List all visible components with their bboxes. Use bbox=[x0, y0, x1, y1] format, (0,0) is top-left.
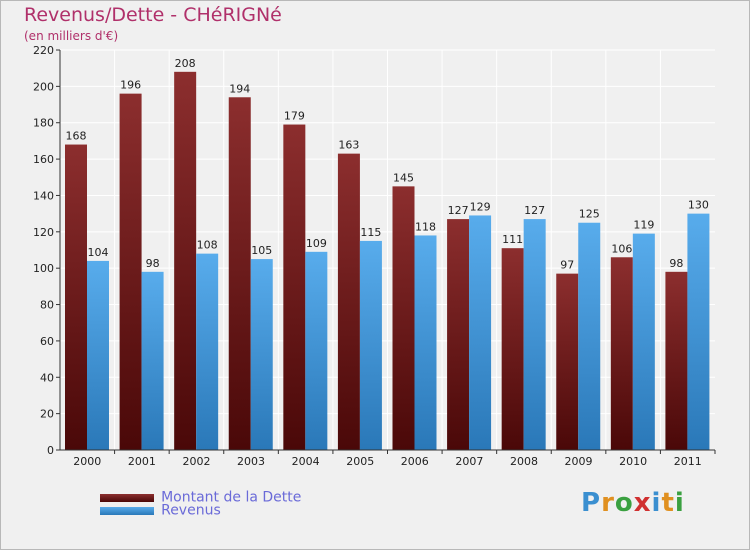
bar-dette-2008 bbox=[501, 248, 524, 450]
x-tick-label-2002: 2002 bbox=[182, 455, 210, 468]
y-tick-label: 220 bbox=[33, 44, 54, 57]
logo-letter: t bbox=[661, 488, 675, 518]
bar-dette-2001 bbox=[119, 93, 142, 451]
x-tick-label-2000: 2000 bbox=[73, 455, 101, 468]
x-tick-label-2005: 2005 bbox=[346, 455, 374, 468]
bar-revenus-2010 bbox=[632, 233, 655, 450]
y-tick-label: 40 bbox=[40, 371, 54, 384]
value-label-revenus-2002: 108 bbox=[197, 239, 218, 252]
bar-revenus-2007 bbox=[469, 215, 492, 450]
bar-revenus-2001 bbox=[141, 271, 164, 450]
value-label-revenus-2000: 104 bbox=[88, 246, 109, 259]
y-tick-label: 80 bbox=[40, 299, 54, 312]
bar-revenus-2004 bbox=[305, 251, 328, 450]
value-label-dette-2008: 111 bbox=[502, 233, 523, 246]
bar-revenus-2000 bbox=[87, 260, 109, 450]
x-tick-label-2004: 2004 bbox=[292, 455, 320, 468]
value-label-dette-2005: 163 bbox=[338, 139, 359, 152]
value-label-revenus-2004: 109 bbox=[306, 237, 327, 250]
bar-dette-2000 bbox=[65, 144, 87, 450]
bar-revenus-2006 bbox=[414, 235, 437, 450]
x-tick-label-2011: 2011 bbox=[674, 455, 702, 468]
logo-letter: i bbox=[674, 488, 685, 518]
value-label-revenus-2007: 129 bbox=[470, 200, 491, 213]
value-label-dette-2000: 168 bbox=[66, 130, 87, 143]
bar-revenus-2005 bbox=[359, 240, 382, 450]
legend-swatch-dette bbox=[100, 493, 154, 502]
bar-revenus-2003 bbox=[250, 259, 273, 450]
bar-dette-2010 bbox=[610, 257, 633, 450]
logo-letter: P bbox=[581, 488, 602, 518]
value-label-dette-2001: 196 bbox=[120, 79, 141, 92]
x-tick-label-2007: 2007 bbox=[455, 455, 483, 468]
y-tick-label: 140 bbox=[33, 189, 54, 202]
value-label-dette-2007: 127 bbox=[448, 204, 469, 217]
x-tick-label-2010: 2010 bbox=[619, 455, 647, 468]
value-label-revenus-2011: 130 bbox=[688, 199, 709, 212]
y-tick-label: 100 bbox=[33, 262, 54, 275]
chart-title: Revenus/Dette - CHéRIGNé bbox=[24, 4, 282, 26]
bar-revenus-2009 bbox=[578, 222, 601, 450]
y-tick-label: 180 bbox=[33, 117, 54, 130]
bar-revenus-2008 bbox=[523, 219, 546, 450]
value-label-revenus-2001: 98 bbox=[146, 257, 160, 270]
proxiti-logo: Proxiti bbox=[581, 488, 685, 518]
grid-lines bbox=[60, 49, 715, 451]
bar-dette-2006 bbox=[392, 186, 415, 450]
bar-dette-2007 bbox=[447, 219, 470, 450]
bar-dette-2002 bbox=[174, 71, 197, 451]
legend-label-dette: Montant de la Dette bbox=[161, 489, 302, 506]
value-label-dette-2009: 97 bbox=[560, 259, 574, 272]
bar-dette-2009 bbox=[556, 273, 579, 450]
bar-dette-2005 bbox=[337, 153, 360, 451]
y-tick-label: 160 bbox=[33, 153, 54, 166]
x-tick-label-2001: 2001 bbox=[128, 455, 156, 468]
value-label-revenus-2003: 105 bbox=[251, 244, 272, 257]
y-tick-label: 20 bbox=[40, 408, 54, 421]
value-label-revenus-2005: 115 bbox=[360, 226, 381, 239]
legend-swatch-revenus bbox=[100, 506, 154, 515]
legend-item-revenus: Revenus bbox=[100, 500, 221, 519]
value-label-dette-2004: 179 bbox=[284, 110, 305, 123]
bar-revenus-2002 bbox=[196, 253, 219, 450]
x-tick-label-2003: 2003 bbox=[237, 455, 265, 468]
y-tick-label: 0 bbox=[47, 444, 54, 457]
axes: 0 20 40 60 80 100 120 140 160 180 200 220 2000 2001 20… bbox=[33, 44, 716, 468]
logo-letter: r bbox=[601, 488, 615, 518]
x-tick-label-2006: 2006 bbox=[401, 455, 429, 468]
bar-dette-2003 bbox=[228, 97, 251, 450]
value-label-revenus-2009: 125 bbox=[579, 208, 600, 221]
bars: 168 104 196 98 208 108 194 105 179 109 163 115 145 11… bbox=[65, 57, 710, 451]
y-tick-label: 120 bbox=[33, 226, 54, 239]
logo-letter: x bbox=[633, 488, 652, 518]
bar-dette-2011 bbox=[665, 271, 688, 450]
logo-letter: i bbox=[651, 488, 662, 518]
value-label-revenus-2008: 127 bbox=[524, 204, 545, 217]
value-label-dette-2010: 106 bbox=[611, 242, 632, 255]
value-label-dette-2011: 98 bbox=[669, 257, 683, 270]
x-tick-label-2008: 2008 bbox=[510, 455, 538, 468]
bar-revenus-2011 bbox=[687, 213, 710, 450]
y-tick-label: 60 bbox=[40, 335, 54, 348]
value-label-revenus-2006: 118 bbox=[415, 220, 436, 233]
value-label-dette-2002: 208 bbox=[175, 57, 196, 70]
legend-label-revenus: Revenus bbox=[161, 502, 221, 519]
x-tick-label-2009: 2009 bbox=[565, 455, 593, 468]
value-label-revenus-2010: 119 bbox=[633, 219, 654, 232]
bar-dette-2004 bbox=[283, 124, 306, 450]
chart-subtitle: (en milliers d'€) bbox=[24, 29, 119, 43]
logo-letter: o bbox=[614, 488, 634, 518]
value-label-dette-2003: 194 bbox=[229, 82, 250, 95]
legend-item-dette: Montant de la Dette bbox=[100, 487, 302, 506]
y-tick-label: 200 bbox=[33, 80, 54, 93]
value-label-dette-2006: 145 bbox=[393, 171, 414, 184]
